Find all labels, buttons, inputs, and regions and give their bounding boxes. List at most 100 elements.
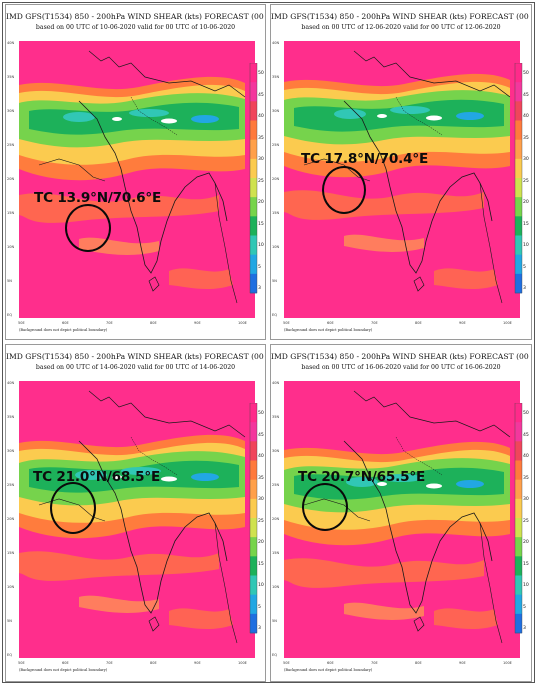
lat-tick-label: 5N (272, 279, 277, 283)
lat-tick-label: 35N (272, 75, 280, 79)
colorbar-tick-label: 5 (523, 604, 526, 610)
colorbar-tick-label: 25 (258, 178, 264, 184)
lat-tick-label: 10N (272, 585, 280, 589)
colorbar-tick-label: 20 (258, 540, 264, 545)
cyclone-position-label: TC 13.9°N/70.6°E (34, 190, 162, 206)
wind-shear-map (19, 381, 255, 658)
lat-tick-label: 20N (272, 177, 280, 181)
colorbar-tick-label: 3 (523, 626, 526, 631)
colorbar-tick-label: 10 (523, 243, 529, 248)
colorbar-tick-label: 5 (258, 604, 261, 610)
lat-tick-label: 5N (272, 619, 277, 623)
lat-tick-label: 15N (7, 211, 15, 215)
colorbar-tick-label: 35 (523, 475, 529, 481)
colorbar-tick-label: 45 (258, 432, 264, 438)
lon-tick-label: 50E (283, 661, 290, 665)
lat-tick-label: 25N (7, 143, 15, 147)
colorbar-tick-label: 10 (258, 243, 264, 248)
lat-tick-label: EQ (7, 313, 12, 317)
colorbar-tick-label: 50 (523, 71, 529, 76)
cyclone-position-circle (50, 482, 96, 534)
lon-tick-label: 50E (18, 661, 25, 665)
lat-tick-label: 30N (7, 109, 15, 113)
lon-tick-label: 50E (283, 321, 290, 325)
forecast-panel-4: IMD GFS(T1534) 850 - 200hPa WIND SHEAR (… (270, 344, 532, 682)
lat-tick-label: EQ (7, 653, 12, 657)
colorbar (514, 402, 524, 645)
panel-subtitle: based on 00 UTC of 16-06-2020 valid for … (301, 364, 501, 371)
colorbar (249, 62, 259, 305)
lon-tick-label: 90E (459, 661, 466, 665)
lat-tick-label: 30N (272, 449, 280, 453)
colorbar-tick-label: 25 (523, 178, 529, 184)
wind-shear-map (284, 41, 520, 318)
lat-tick-label: 5N (7, 279, 12, 283)
lat-tick-label: 35N (7, 75, 15, 79)
colorbar-tick-label: 30 (523, 157, 529, 162)
lat-tick-label: 15N (272, 211, 280, 215)
colorbar-tick-label: 3 (258, 286, 261, 291)
lon-tick-label: 60E (62, 321, 69, 325)
colorbar-tick-label: 50 (523, 411, 529, 416)
cyclone-position-label: TC 21.0°N/68.5°E (33, 469, 161, 485)
lon-tick-label: 90E (194, 661, 201, 665)
map-disclaimer: (Background does not depict political bo… (19, 328, 108, 332)
colorbar-tick-label: 20 (523, 200, 529, 205)
lat-tick-label: 40N (272, 41, 280, 45)
colorbar-tick-label: 45 (258, 92, 264, 98)
lon-tick-label: 100E (238, 321, 247, 325)
lon-tick-label: 80E (415, 661, 422, 665)
colorbar-tick-label: 30 (258, 497, 264, 502)
panel-title: IMD GFS(T1534) 850 - 200hPa WIND SHEAR (… (271, 12, 532, 21)
colorbar-tick-label: 50 (258, 71, 264, 76)
colorbar-tick-label: 15 (523, 561, 529, 567)
lon-tick-label: 100E (238, 661, 247, 665)
forecast-panel-2: IMD GFS(T1534) 850 - 200hPa WIND SHEAR (… (270, 4, 532, 340)
map-disclaimer: (Background does not depict political bo… (284, 668, 373, 672)
lat-tick-label: EQ (272, 313, 277, 317)
colorbar-tick-label: 35 (523, 135, 529, 141)
colorbar (249, 402, 259, 645)
cyclone-position-circle (322, 166, 366, 214)
lat-tick-label: 40N (7, 381, 15, 385)
colorbar (514, 62, 524, 305)
panel-title: IMD GFS(T1534) 850 - 200hPa WIND SHEAR (… (6, 12, 266, 21)
colorbar-tick-label: 40 (258, 454, 264, 459)
map-disclaimer: (Background does not depict political bo… (284, 328, 373, 332)
lat-tick-label: 35N (7, 415, 15, 419)
lon-tick-label: 70E (371, 321, 378, 325)
cyclone-position-circle (65, 204, 111, 252)
colorbar-tick-label: 3 (258, 626, 261, 631)
colorbar-tick-label: 45 (523, 92, 529, 98)
lat-tick-label: 10N (7, 585, 15, 589)
colorbar-tick-label: 5 (523, 264, 526, 270)
forecast-panel-1: IMD GFS(T1534) 850 - 200hPa WIND SHEAR (… (5, 4, 266, 340)
map-disclaimer: (Background does not depict political bo… (19, 668, 108, 672)
colorbar-tick-label: 20 (523, 540, 529, 545)
lat-tick-label: 25N (7, 483, 15, 487)
lon-tick-label: 70E (106, 661, 113, 665)
colorbar-tick-label: 10 (523, 583, 529, 588)
panel-title: IMD GFS(T1534) 850 - 200hPa WIND SHEAR (… (6, 352, 266, 361)
colorbar-tick-label: 45 (523, 432, 529, 438)
lon-tick-label: 60E (327, 661, 334, 665)
colorbar-tick-label: 25 (523, 518, 529, 524)
lon-tick-label: 90E (194, 321, 201, 325)
lat-tick-label: 35N (272, 415, 280, 419)
lon-tick-label: 80E (415, 321, 422, 325)
colorbar-tick-label: 5 (258, 264, 261, 270)
lon-tick-label: 80E (150, 661, 157, 665)
colorbar-tick-label: 25 (258, 518, 264, 524)
colorbar-tick-label: 30 (258, 157, 264, 162)
lat-tick-label: 25N (272, 483, 280, 487)
panel-title: IMD GFS(T1534) 850 - 200hPa WIND SHEAR (… (271, 352, 532, 361)
lon-tick-label: 50E (18, 321, 25, 325)
lat-tick-label: 10N (272, 245, 280, 249)
cyclone-position-circle (302, 483, 348, 531)
lat-tick-label: 20N (272, 517, 280, 521)
lon-tick-label: 100E (503, 661, 512, 665)
colorbar-tick-label: 3 (523, 286, 526, 291)
colorbar-tick-label: 40 (523, 454, 529, 459)
lat-tick-label: 15N (272, 551, 280, 555)
